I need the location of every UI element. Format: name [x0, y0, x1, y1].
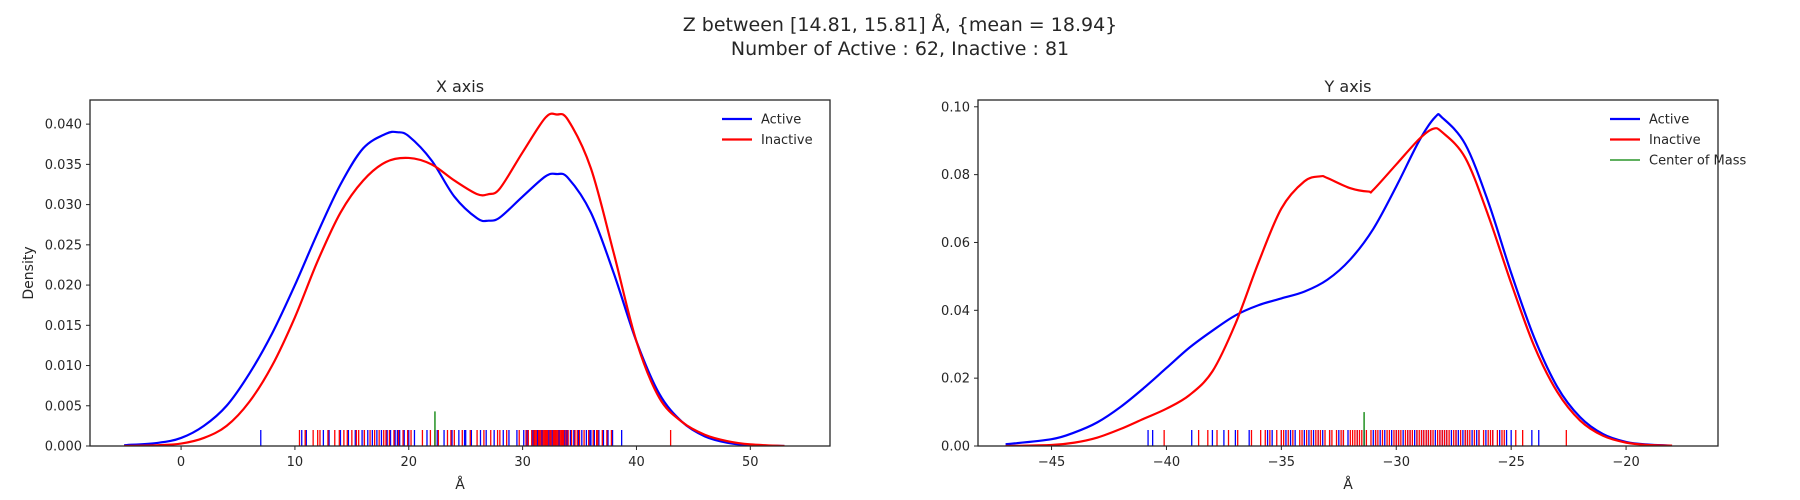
- x-axis-label: Å: [455, 476, 465, 493]
- x-tick-label: 0: [177, 455, 185, 470]
- y-tick-label: 0.04: [941, 304, 970, 319]
- series-group: [1005, 113, 1673, 446]
- plot-frame: [977, 99, 1719, 447]
- y-tick-label: 0.00: [941, 440, 970, 455]
- x-axis-label: Å: [1343, 476, 1353, 493]
- legend-label-center-of-mass: Center of Mass: [1649, 154, 1747, 169]
- legend-label-inactive: Inactive: [1649, 133, 1701, 148]
- y-axis-panel: Y axis −45 −40 −35 −30 −25 −20 0.00 0.02 0.04 0.06…: [941, 77, 1746, 493]
- series-active-line: [124, 130, 785, 446]
- x-tick-label: 10: [287, 455, 304, 470]
- x-tick-label: −20: [1612, 455, 1639, 470]
- y-tick-label: 0.06: [941, 236, 970, 251]
- x-tick-label: 30: [514, 455, 531, 470]
- panel-title: X axis: [436, 77, 484, 96]
- series-group: [124, 112, 785, 446]
- series-inactive-line: [1005, 127, 1673, 446]
- legend-label-active: Active: [761, 113, 801, 128]
- y-tick-label: 0.020: [45, 279, 82, 294]
- legend-label-inactive: Inactive: [761, 133, 813, 148]
- x-tick-label: −25: [1497, 455, 1524, 470]
- figure-title-line-2: Number of Active : 62, Inactive : 81: [731, 38, 1069, 60]
- y-tick-label: 0.030: [45, 198, 82, 213]
- y-tick-label: 0.10: [941, 100, 970, 115]
- y-tick-label: 0.010: [45, 359, 82, 374]
- y-tick-label: 0.005: [45, 399, 82, 414]
- figure-title-line-1: Z between [14.81, 15.81] Å, {mean = 18.9…: [683, 13, 1118, 36]
- y-tick-label: 0.040: [45, 118, 82, 133]
- plot-frame: [89, 99, 831, 447]
- x-tick-label: 20: [400, 455, 417, 470]
- rug-group: [1147, 430, 1567, 446]
- y-tick-label: 0.02: [941, 372, 970, 387]
- y-tick-label: 0.015: [45, 319, 82, 334]
- y-tick-label: 0.000: [45, 440, 82, 455]
- y-tick-label: 0.035: [45, 158, 82, 173]
- y-tick-label: 0.08: [941, 168, 970, 183]
- x-tick-label: −45: [1038, 455, 1065, 470]
- legend-label-active: Active: [1649, 113, 1689, 128]
- x-axis-panel: X axis 0 10 20 30 40 50 0.000 0.005 0.010 0.015 0.0…: [21, 77, 831, 493]
- y-tick-label: 0.025: [45, 238, 82, 253]
- series-active-line: [1005, 113, 1673, 446]
- panel-title: Y axis: [1324, 77, 1372, 96]
- series-inactive-line: [124, 112, 785, 446]
- y-axis-label: Density: [21, 246, 37, 299]
- x-tick-label: 40: [628, 455, 645, 470]
- x-tick-label: 50: [742, 455, 759, 470]
- x-tick-label: −40: [1153, 455, 1180, 470]
- x-tick-label: −35: [1268, 455, 1295, 470]
- x-tick-label: −30: [1383, 455, 1410, 470]
- rug-group: [260, 430, 672, 446]
